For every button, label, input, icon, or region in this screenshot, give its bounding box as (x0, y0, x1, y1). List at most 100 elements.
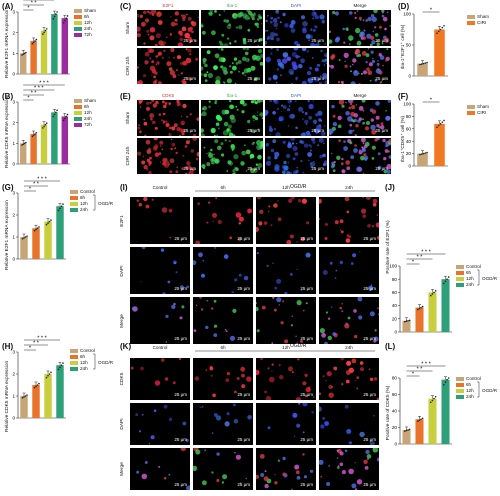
legend-item: Sham (74, 8, 96, 14)
micrograph-column-header: 24h (345, 185, 353, 190)
micrograph-column-header: DAPI (290, 3, 302, 8)
legend-item: 24h (70, 366, 95, 372)
bar (51, 14, 58, 75)
scale-bar-label: 25 μm (300, 336, 313, 341)
micrograph-column-header: 6h (220, 345, 226, 350)
data-point (405, 320, 408, 323)
data-point (35, 228, 37, 231)
y-tick-label: 0 (408, 74, 411, 79)
data-point (43, 125, 45, 128)
micrograph-image: 25 μm (201, 138, 263, 174)
panel-label-d: (D) (398, 2, 410, 11)
bar (417, 153, 428, 166)
y-tick-label: 0 (408, 164, 411, 169)
data-point (24, 236, 27, 238)
sig-marker: * * * (34, 85, 44, 91)
data-point (33, 229, 36, 232)
data-point (53, 15, 56, 18)
sig-marker: * (29, 186, 32, 192)
legend-item: 12h (70, 360, 95, 366)
scale-bar-label: 25 μm (363, 437, 376, 442)
data-point (56, 11, 58, 13)
legend-item: Sham (467, 104, 489, 110)
data-point (447, 276, 450, 278)
bar (30, 134, 37, 164)
micrograph-image: 25 μm (319, 358, 379, 400)
data-point (421, 417, 424, 420)
data-point (446, 378, 448, 381)
bar (434, 29, 445, 76)
y-tick-label: 100 (403, 102, 411, 107)
sig-marker: * * * (421, 249, 431, 255)
data-point (60, 205, 63, 207)
scale-bar-label: 25 μm (237, 392, 250, 397)
legend-item: CIRI (467, 110, 489, 116)
micrograph-image: 25 μm (265, 48, 327, 84)
data-point (34, 133, 36, 135)
data-point (48, 373, 51, 375)
micrograph-image: 25 μm (256, 403, 316, 445)
legend-item: 12h (74, 110, 96, 116)
y-tick-label: 2 (12, 372, 15, 377)
scale-bar-label: 25 μm (183, 38, 196, 43)
legend-d: Sham CIRI (467, 14, 489, 26)
y-tick-label: 40 (406, 139, 412, 144)
data-point (62, 119, 65, 122)
legend-item: 24h (74, 116, 96, 122)
micrograph-image: 25 μm (130, 247, 190, 294)
sig-marker: * * * (37, 176, 47, 182)
micrograph-image: 25 μm (137, 100, 199, 136)
legend-item: Control (456, 264, 481, 270)
legend-item: 6h (74, 14, 96, 20)
scale-bar-label: 25 μm (174, 437, 187, 442)
bar (20, 237, 28, 259)
bar (441, 379, 450, 444)
y-tick-label: 1 (12, 141, 15, 146)
y-tick-label: 1 (12, 394, 15, 399)
y-tick-label: 0 (12, 162, 15, 167)
scale-bar-label: 25 μm (237, 336, 250, 341)
data-point (35, 38, 38, 41)
y-tick-label: 50 (406, 43, 412, 48)
scale-bar-label: 25 μm (300, 437, 313, 442)
data-point (50, 371, 52, 374)
y-tick-label: 0 (394, 330, 397, 335)
micrograph-image: 25 μm (130, 297, 190, 344)
data-point (424, 62, 427, 64)
data-point (43, 31, 45, 34)
data-point (426, 61, 428, 64)
bar (417, 63, 428, 76)
sig-marker: * * * (421, 361, 431, 367)
bar (44, 221, 52, 259)
micrograph-image: 25 μm (256, 297, 316, 344)
scale-bar-label: 25 μm (363, 336, 376, 341)
data-point (404, 430, 406, 432)
legend-item: 12h (456, 276, 481, 282)
data-point (422, 152, 425, 155)
panel-label-c: (C) (120, 2, 132, 11)
scale-bar-label: 25 μm (247, 38, 260, 43)
micrograph-image: 25 μm (256, 448, 316, 490)
legend-item: CIRI (467, 20, 489, 26)
micrograph-column-header: 24h (345, 345, 353, 350)
scale-bar-label: 25 μm (174, 336, 187, 341)
micrograph-column-header: Merge (353, 3, 367, 8)
data-point (21, 144, 23, 146)
scale-bar-label: 25 μm (174, 286, 187, 291)
micrograph-image: 25 μm (130, 358, 190, 400)
scale-bar-label: 25 μm (311, 166, 324, 171)
y-tick-label: 80 (392, 376, 398, 381)
data-point (426, 151, 428, 154)
data-point (433, 291, 435, 294)
legend-item: 12h (74, 20, 96, 26)
data-point (62, 362, 64, 364)
micrograph-image: 25 μm (319, 197, 379, 244)
bar (428, 398, 437, 444)
ogdr-label-j: OGD/R (482, 276, 498, 281)
legend-item: Control (70, 189, 95, 195)
bar (30, 40, 37, 74)
bar (56, 365, 64, 418)
sig-marker: * (430, 7, 433, 13)
data-point (64, 117, 66, 120)
data-point (430, 294, 432, 297)
